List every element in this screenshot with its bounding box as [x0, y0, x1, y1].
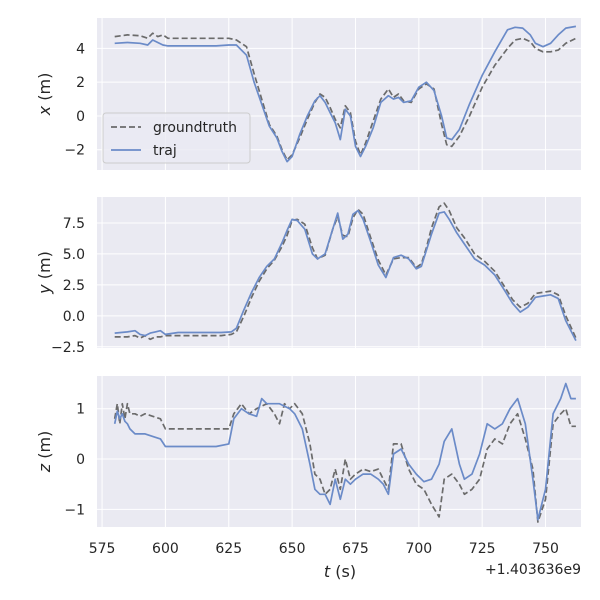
x-tick-label: 675	[342, 541, 369, 557]
y-axis-label-x: x (m)	[35, 73, 54, 117]
x-axis-label-unit: (s)	[330, 562, 356, 581]
y-tick-label-x: −2	[64, 143, 85, 159]
y-tick-label-x: 4	[76, 41, 85, 57]
y-axis-label-variable-x: x	[35, 105, 54, 116]
y-tick-label-y: 2.5	[63, 278, 85, 294]
y-tick-label-x: 2	[76, 75, 85, 91]
legend-label-traj: traj	[153, 143, 177, 159]
x-tick-label: 625	[215, 541, 242, 557]
series-line-traj-x	[114, 25, 577, 163]
plot-area-z	[97, 376, 581, 527]
subplot-y: −2.5 0.0 2.5 5.0 7.5 y (m)	[35, 197, 581, 356]
y-tick-label-z: 0	[76, 452, 85, 468]
series-line-traj-z	[113, 382, 576, 521]
x-axis-offset-text: +1.403636e9	[485, 562, 581, 578]
subplot-z: −1 0 1 575 600 625 650 675 700 725 750 z (m)	[35, 376, 581, 557]
series-line-groundtruth-x	[114, 32, 577, 161]
series-line-traj-y	[114, 209, 577, 341]
y-axis-label-unit-y: (m)	[35, 251, 54, 284]
x-tick-label: 650	[279, 541, 306, 557]
x-tick-label: 750	[532, 541, 559, 557]
x-axis-label: t (s)	[324, 562, 356, 581]
y-axis-label-unit-x: (m)	[35, 73, 54, 106]
x-axis-label-variable: t	[324, 562, 331, 581]
series-line-groundtruth-y	[114, 202, 577, 341]
y-tick-label-z: −1	[64, 502, 85, 518]
y-tick-label-y: 5.0	[63, 247, 85, 263]
x-tick-label: 575	[89, 541, 116, 557]
y-axis-label-variable-z: z	[35, 463, 54, 473]
legend: groundtruth traj	[102, 112, 251, 164]
subplot-stack: −2 0 2 4 x (m) −2.5 0.0 2.5 5.0 7.5 y (m) −1 0 1 575 60…	[35, 18, 581, 557]
y-tick-label-z: 1	[76, 402, 85, 418]
y-axis-label-variable-y: y	[35, 284, 54, 295]
series-line-groundtruth-z	[113, 402, 576, 523]
x-tick-label: 725	[469, 541, 496, 557]
y-axis-label-z: z (m)	[35, 431, 54, 474]
x-tick-label: 700	[405, 541, 432, 557]
y-tick-label-y: 0.0	[63, 309, 85, 325]
y-tick-label-y: 7.5	[63, 216, 85, 232]
y-tick-label-x: 0	[76, 109, 85, 125]
x-tick-label: 600	[152, 541, 179, 557]
y-tick-label-y: −2.5	[51, 340, 85, 356]
legend-label-groundtruth: groundtruth	[153, 120, 237, 136]
y-axis-label-unit-z: (m)	[35, 431, 54, 464]
y-axis-label-y: y (m)	[35, 251, 54, 295]
